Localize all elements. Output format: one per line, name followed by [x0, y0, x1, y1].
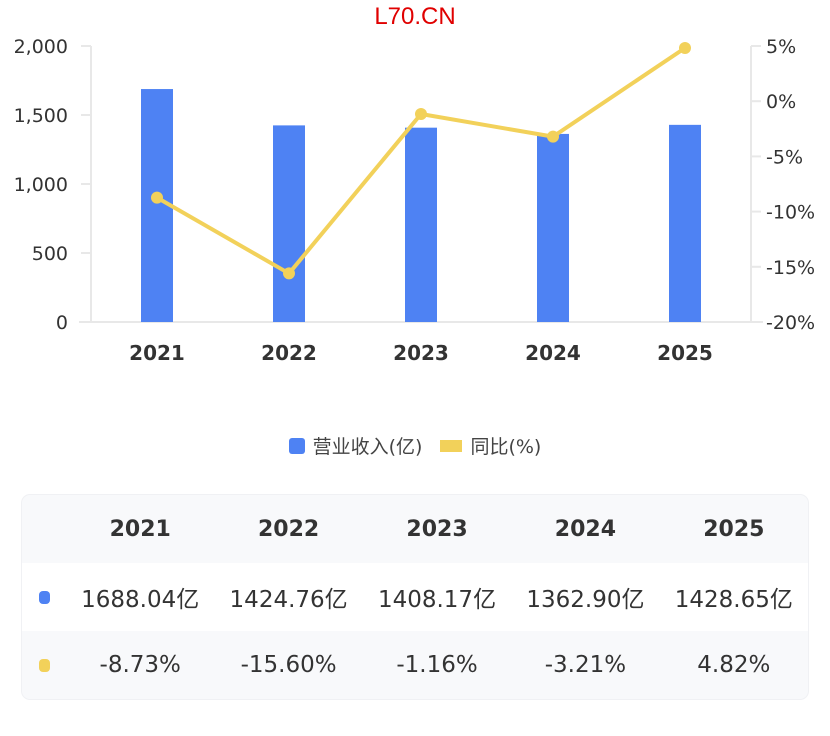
yoy-point — [547, 130, 559, 143]
table-cell: -8.73% — [99, 652, 181, 678]
table-cell: -3.21% — [544, 652, 627, 678]
left-tick-label: 500 — [32, 243, 68, 265]
right-tick-label: 0% — [766, 91, 796, 113]
table-cell: 1424.76亿 — [229, 587, 348, 613]
column-header: 2021 — [109, 516, 171, 542]
chart-legend: 营业收入(亿) 同比(%) — [0, 432, 830, 459]
line-swatch-icon — [440, 439, 463, 452]
left-tick-label: 1,500 — [14, 105, 68, 127]
legend-item-yoy[interactable]: 同比(%) — [440, 432, 541, 459]
revenue-bar — [405, 127, 437, 322]
legend-item-revenue[interactable]: 营业收入(亿) — [288, 432, 423, 459]
column-header: 2025 — [703, 516, 765, 542]
right-tick-label: -5% — [766, 146, 803, 168]
yoy-point — [679, 41, 691, 54]
table-cell: -1.16% — [396, 652, 478, 678]
x-tick-label: 2021 — [129, 341, 185, 365]
table-cell: 4.82% — [697, 652, 771, 678]
column-header: 2023 — [406, 516, 468, 542]
revenue-bar — [537, 133, 569, 322]
revenue-bar — [669, 124, 701, 322]
left-tick-label: 1,000 — [14, 174, 68, 196]
x-tick-label: 2025 — [657, 341, 713, 365]
x-tick-label: 2022 — [261, 341, 317, 365]
table-cell: -15.60% — [240, 652, 337, 678]
right-tick-label: 5% — [766, 36, 796, 58]
right-tick-label: -20% — [766, 312, 815, 334]
yoy-point — [283, 267, 295, 280]
data-table: 2021 2022 2023 2024 2025 1688.04亿 1424.7… — [22, 495, 808, 699]
table-cell: 1688.04亿 — [81, 587, 200, 613]
table-cell: 1408.17亿 — [377, 587, 497, 613]
table-cell: 1428.65亿 — [674, 587, 793, 613]
column-header: 2022 — [257, 516, 320, 542]
legend-label: 同比(%) — [470, 436, 542, 458]
right-tick-label: -15% — [766, 257, 815, 279]
table-row-yoy: -8.73% -15.60% -1.16% -3.21% 4.82% — [22, 631, 808, 699]
table-cell: 1362.90亿 — [526, 587, 645, 613]
left-tick-label: 2,000 — [14, 36, 68, 58]
legend-label: 营业收入(亿) — [312, 436, 423, 458]
right-tick-label: -10% — [766, 202, 815, 224]
yoy-point — [151, 191, 163, 204]
table-row-revenue: 1688.04亿 1424.76亿 1408.17亿 1362.90亿 1428… — [22, 563, 808, 631]
x-tick-label: 2024 — [525, 341, 581, 365]
yoy-point — [415, 108, 427, 121]
revenue-bar — [273, 125, 305, 322]
bar-swatch-icon — [288, 437, 305, 454]
combo-chart: 0 500 1,000 1,500 2,000 -20% -15% -10% -5% 0% 5% 20… — [14, 36, 816, 365]
left-tick-label: 0 — [56, 312, 68, 334]
x-tick-label: 2023 — [393, 341, 449, 365]
revenue-marker-icon — [38, 590, 50, 604]
watermark: L70.CN — [374, 3, 456, 30]
column-header: 2024 — [554, 516, 617, 542]
table-header-row: 2021 2022 2023 2024 2025 — [22, 495, 808, 563]
yoy-marker-icon — [38, 658, 50, 672]
